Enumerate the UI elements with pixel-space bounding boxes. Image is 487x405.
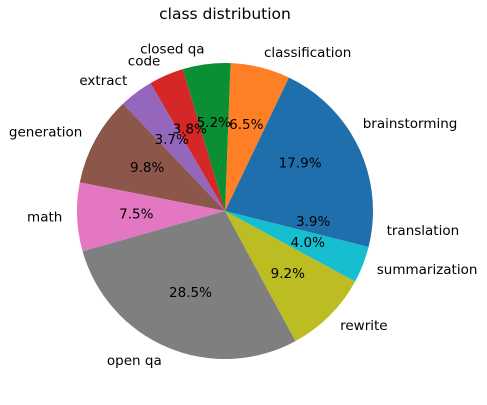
category-label-extract: extract	[79, 73, 127, 89]
percent-label-rewrite: 9.2%	[271, 266, 305, 282]
percent-label-closed-qa: 5.2%	[197, 115, 231, 131]
percent-label-classification: 6.5%	[229, 117, 263, 133]
pie-slice-rewrite	[225, 211, 356, 342]
category-label-classification: classification	[264, 45, 351, 61]
percent-label-extract: 3.7%	[155, 132, 189, 148]
pie-slice-generation	[79, 103, 225, 211]
category-label-open-qa: open qa	[107, 353, 162, 369]
percent-label-math: 7.5%	[119, 207, 153, 223]
pie-slice-math	[77, 182, 226, 252]
percent-label-open-qa: 28.5%	[169, 285, 212, 301]
category-label-closed-qa: closed qa	[140, 41, 204, 57]
percent-label-brainstorming: 17.9%	[279, 156, 322, 172]
category-label-math: math	[27, 210, 62, 226]
pie-slice-brainstorming	[225, 77, 373, 211]
pie-slice-translation	[225, 211, 373, 247]
category-labels: brainstorming classification closed qacode…	[9, 41, 478, 369]
category-label-summarization: summarization	[377, 262, 478, 278]
pie-slice-classification	[225, 63, 289, 211]
pie-slice-summarization	[225, 211, 369, 282]
category-label-code: code	[128, 54, 161, 70]
pie-slice-extract	[123, 83, 225, 211]
percent-label-translation: 3.9%	[296, 214, 330, 230]
pie-slice-closed-qa	[182, 63, 231, 211]
percent-label-generation: 9.8%	[130, 160, 164, 176]
category-label-translation: translation	[387, 223, 460, 239]
percent-label-summarization: 4.0%	[291, 235, 325, 251]
pie-slice-code	[150, 69, 225, 211]
percent-labels: 17.9% 6.5%5.2%3.8%3.7% 9.8% 7.5% 28.5% 9.2% 4.…	[119, 115, 330, 301]
pie-slices	[77, 63, 373, 359]
category-label-generation: generation	[9, 125, 82, 141]
chart-title: class distribution	[159, 5, 291, 23]
pie-slice-open-qa	[82, 211, 296, 359]
category-label-rewrite: rewrite	[340, 318, 388, 334]
percent-label-code: 3.8%	[173, 122, 207, 138]
category-label-brainstorming: brainstorming	[363, 116, 458, 132]
